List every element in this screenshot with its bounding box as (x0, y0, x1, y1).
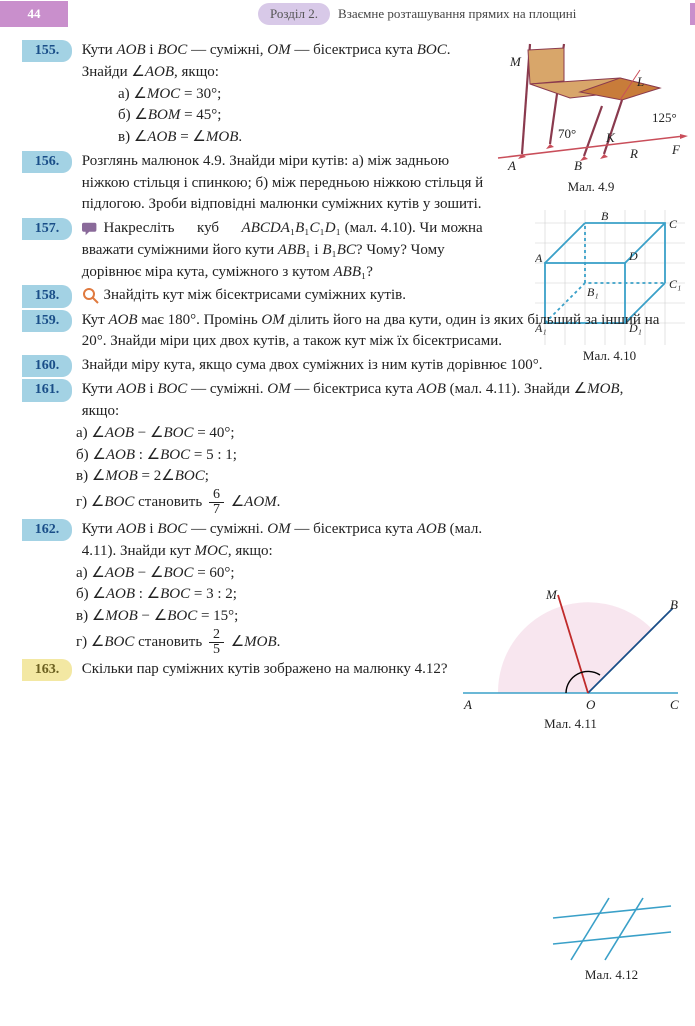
fraction: 25 (209, 628, 224, 657)
problem-text: Розглянь малюнок 4.9. Знайди міри кутів:… (82, 151, 487, 216)
magnifier-icon (82, 288, 100, 304)
problem-number: 159. (22, 310, 72, 332)
problem-156: 156. Розглянь малюнок 4.9. Знайди міри к… (18, 151, 677, 216)
problem-158: 158. Знайдіть кут між бісектрисами суміж… (18, 285, 677, 307)
problem-number: 157. (22, 218, 72, 240)
problem-155: 155. Кути AOB і BOC — суміжні, OM — бісе… (18, 40, 677, 149)
section-pill: Розділ 2. (258, 3, 330, 26)
problem-160: 160. Знайди міру кута, якщо сума двох су… (18, 355, 677, 377)
page-header: 44 Розділ 2. Взаємне розташування прямих… (0, 0, 695, 28)
right-stripe (690, 3, 695, 25)
problem-number: 161. (22, 379, 72, 401)
figure-4-11-label: Мал. 4.11 (458, 715, 683, 734)
problem-text: Накресліть куб ABCDA₁B₁C₁D₁ (мал. 4.10).… (82, 218, 487, 283)
problem-text: Скільки пар суміжних кутів зображено на … (82, 659, 487, 681)
problem-text: Кути AOB і BOC — суміжні, OM — бісектрис… (82, 40, 487, 84)
problem-number: 163. (22, 659, 72, 681)
problem-161: 161. Кути AOB і BOC — суміжні. OM — бісе… (18, 379, 677, 517)
svg-text:O: O (586, 697, 596, 712)
fraction: 67 (209, 488, 224, 517)
problem-text: Кути AOB і BOC — суміжні. OM — бісектрис… (82, 519, 487, 563)
svg-text:A: A (463, 697, 472, 712)
problem-number: 162. (22, 519, 72, 541)
problem-text: Кут AOB має 180°. Промінь OM ділить його… (82, 310, 662, 354)
problem-159: 159. Кут AOB має 180°. Промінь OM ділить… (18, 310, 677, 354)
problem-number: 158. (22, 285, 72, 307)
figure-4-12-label: Мал. 4.12 (544, 966, 679, 985)
svg-text:C: C (670, 697, 679, 712)
problem-162: 162. Кути AOB і BOC — суміжні. OM — бісе… (18, 519, 677, 657)
chat-icon (82, 221, 100, 237)
page-number: 44 (0, 1, 68, 28)
problem-163: 163. Скільки пар суміжних кутів зображен… (18, 659, 677, 681)
problem-157: 157. Накресліть куб ABCDA₁B₁C₁D₁ (мал. 4… (18, 218, 677, 283)
figure-4-12: Мал. 4.12 (544, 894, 679, 985)
problem-number: 156. (22, 151, 72, 173)
section-title: Взаємне розташування прямих на площині (338, 5, 576, 24)
problem-number: 160. (22, 355, 72, 377)
problem-text: Кути AOB і BOC — суміжні. OM — бісектрис… (82, 379, 662, 423)
problem-text: Знайдіть кут між бісектрисами суміжних к… (82, 285, 487, 307)
problem-text: Знайди міру кута, якщо сума двох суміжни… (82, 355, 662, 377)
problem-number: 155. (22, 40, 72, 62)
